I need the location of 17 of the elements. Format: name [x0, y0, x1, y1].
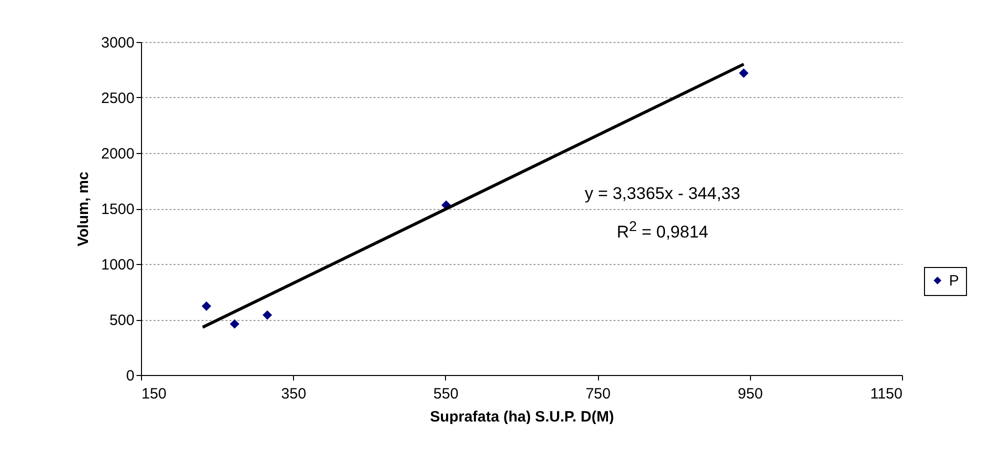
y-tick-label: 0 — [126, 368, 134, 384]
x-tick-label: 950 — [738, 386, 763, 402]
y-tick-label: 2000 — [101, 146, 134, 162]
annotation: y = 3,3365x - 344,33 — [584, 184, 740, 204]
x-tick-label: 550 — [433, 386, 458, 402]
y-axis-title: Volum, mc — [75, 172, 92, 246]
annotation: R$^{2}$ = 0,9814 — [616, 219, 708, 243]
y-tick-label: 500 — [109, 312, 134, 329]
x-tick-label: 150 — [142, 386, 167, 402]
y-tick-label: 1000 — [101, 256, 134, 274]
y-tick-label: 2500 — [101, 90, 134, 107]
x-tick-label: 350 — [281, 386, 306, 402]
y-tick-label: 1500 — [101, 201, 134, 218]
y-tick-label: 3000 — [101, 34, 134, 52]
legend-label: P — [949, 272, 960, 290]
x-tick-label: 750 — [586, 386, 611, 402]
x-tick-label: 1150 — [870, 386, 902, 402]
